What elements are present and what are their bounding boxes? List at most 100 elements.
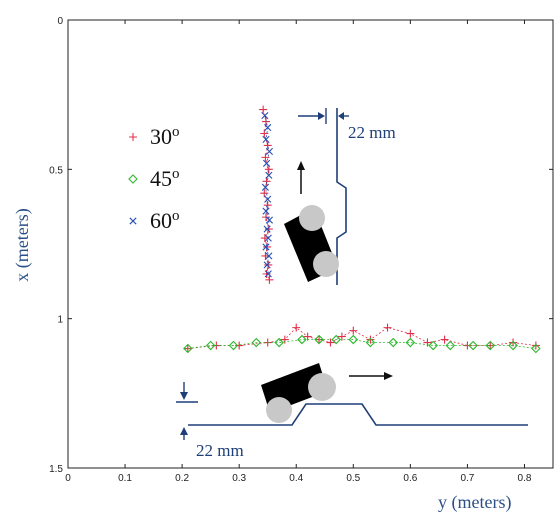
series-30 [183, 105, 540, 353]
data-point-45 [445, 340, 456, 351]
data-point-30 [129, 133, 137, 141]
lower-robot-wheel-front [308, 373, 336, 401]
data-point-45 [297, 334, 307, 345]
y-tick-label: 0.5 [49, 165, 63, 176]
data-point-45 [314, 334, 324, 345]
x-tick-label: 0.1 [118, 473, 132, 484]
data-point-45 [331, 334, 341, 345]
data-point-45 [365, 337, 376, 348]
lower-motion-arrowhead [384, 372, 393, 380]
data-point-30 [265, 275, 274, 284]
data-point-60 [261, 183, 270, 191]
data-point-60 [262, 243, 270, 251]
data-point-45 [183, 343, 193, 354]
upper-motion-arrowhead [297, 161, 305, 170]
data-point-60 [264, 234, 272, 242]
upper-gap-arrowhead-right [338, 112, 344, 120]
data-point-30 [262, 177, 271, 186]
legend-label-30: 30o [150, 124, 180, 149]
data-point-45 [348, 334, 359, 345]
x-tick-label: 0.2 [175, 473, 189, 484]
data-point-30 [440, 335, 449, 344]
data-series [183, 105, 541, 354]
data-point-30 [235, 341, 244, 350]
data-point-60 [262, 207, 270, 215]
x-tick-label: 0 [65, 473, 71, 484]
data-point-30 [264, 260, 273, 269]
annotation-upper-22mm: 22 mm [348, 123, 396, 142]
data-point-30 [264, 225, 273, 234]
x-tick-label: 0.4 [289, 473, 303, 484]
legend-label-sup: o [172, 208, 180, 224]
lower-gap-arrowhead-bottom [180, 427, 188, 435]
x-tick-label: 0.7 [460, 473, 474, 484]
series-60 [261, 111, 274, 278]
data-point-45 [531, 343, 541, 354]
data-point-45 [405, 337, 416, 348]
data-point-30 [260, 129, 269, 138]
x-tick-label: 0.8 [518, 473, 532, 484]
data-point-45 [508, 340, 518, 351]
y-tick-label: 1.5 [49, 464, 63, 475]
data-point-45 [228, 340, 239, 351]
plot-border [67, 19, 554, 469]
lower-robot-wheel-rear [266, 397, 292, 423]
series-45 [183, 334, 541, 354]
y-tick-label: 1 [57, 315, 63, 326]
data-point-60 [263, 261, 271, 269]
data-point-30 [260, 189, 269, 198]
y-tick-label: 0 [57, 16, 63, 27]
x-tick-label: 0.3 [232, 473, 246, 484]
data-point-30 [337, 332, 346, 341]
data-point-45 [428, 340, 438, 351]
data-point-30 [326, 338, 335, 347]
data-point-60 [129, 217, 137, 225]
data-point-45 [388, 337, 399, 348]
x-tick-label: 0.6 [403, 473, 417, 484]
axes-frame [67, 19, 554, 469]
data-point-60 [265, 147, 274, 156]
robot-diagrams [176, 108, 528, 440]
legend-label-60: 60o [150, 208, 180, 233]
data-point-30 [262, 269, 271, 278]
data-point-30 [349, 326, 358, 335]
data-point-60 [263, 225, 271, 233]
upper-wall-line [336, 108, 347, 285]
data-point-30 [263, 201, 272, 210]
data-point-45 [274, 337, 284, 348]
y-axis-label: x (meters) [12, 208, 33, 281]
data-point-30 [292, 323, 301, 332]
data-point-60 [264, 123, 272, 132]
legend-label-sup: o [172, 124, 180, 140]
data-point-45 [251, 337, 262, 348]
lower-wall-diagram [176, 363, 528, 440]
data-point-60 [265, 216, 274, 224]
data-point-30 [261, 117, 270, 126]
upper-robot-wheel-front [299, 205, 325, 231]
data-point-30 [263, 141, 272, 150]
data-point-30 [366, 335, 375, 344]
axis-ticks: 0 0.1 0.2 0.3 0.4 0.5 0.6 0.7 0.8 0 0.5 1 1.5 [49, 16, 553, 484]
data-point-30 [259, 105, 268, 114]
upper-robot-wheel-rear [313, 251, 339, 277]
data-point-60 [265, 171, 273, 179]
upper-gap-arrowhead [318, 112, 325, 120]
data-point-60 [264, 270, 272, 278]
legend-label-sup: o [172, 166, 180, 182]
legend: 30o 45o 60o [128, 124, 180, 233]
data-point-30 [423, 338, 432, 347]
x-axis-label: y (meters) [438, 492, 511, 513]
x-tick-label: 0.5 [346, 473, 360, 484]
series-line-45 [187, 339, 536, 349]
data-point-60 [264, 195, 272, 203]
data-point-30 [264, 165, 273, 174]
data-point-60 [262, 135, 270, 144]
data-point-30 [261, 153, 270, 162]
data-point-30 [509, 338, 518, 347]
annotation-lower-22mm: 22 mm [196, 441, 244, 460]
lower-wall-line [188, 403, 528, 426]
data-point-45 [485, 340, 496, 351]
upper-wall-diagram [284, 108, 349, 285]
data-point-60 [261, 111, 269, 120]
